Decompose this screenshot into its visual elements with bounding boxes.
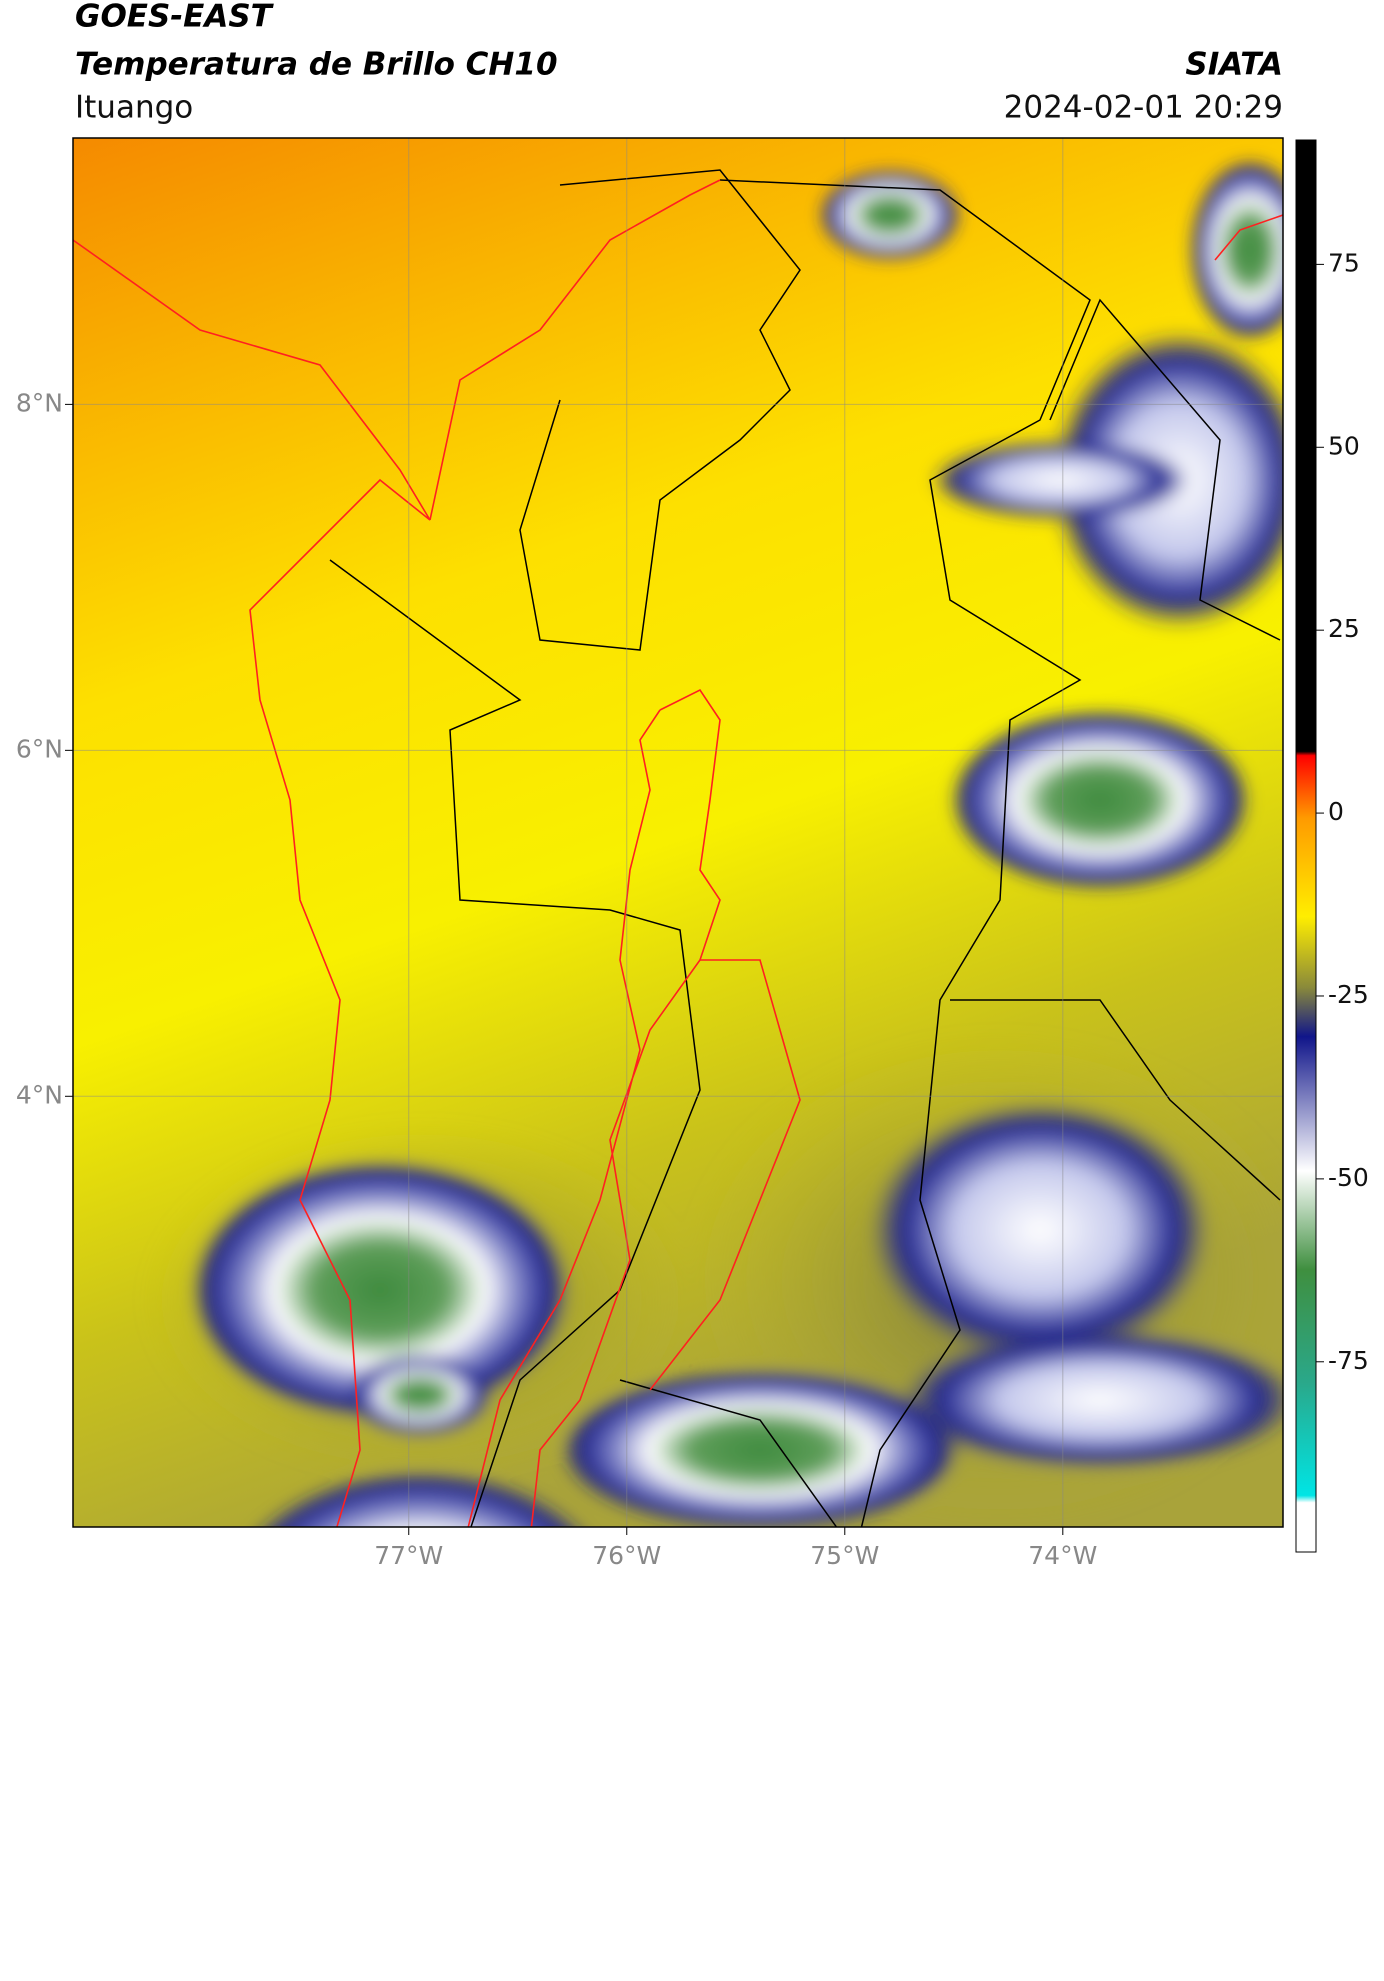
colorbar-tick-label: -75: [1328, 1346, 1369, 1375]
colorbar-tick-label: 0: [1328, 797, 1344, 826]
y-tick-label: 8°N: [16, 388, 63, 417]
timestamp: 2024-02-01 20:29: [1004, 90, 1283, 126]
colorbar-tick-label: 75: [1328, 248, 1360, 277]
x-tick-label: 77°W: [374, 1541, 443, 1570]
title: GOES-EAST: [75, 0, 275, 35]
source: SIATA: [1185, 47, 1283, 83]
subtitle: Temperatura de Brillo CH10: [75, 47, 558, 83]
colorbar-tick-label: -50: [1328, 1163, 1369, 1192]
x-tick-label: 76°W: [592, 1541, 661, 1570]
colorbar-tick-label: -25: [1328, 980, 1369, 1009]
imagery: [73, 138, 1283, 1527]
region: Ituango: [75, 90, 193, 126]
borders: [329, 169, 1281, 1527]
colorbar: [1295, 139, 1317, 1553]
y-tick-label: 4°N: [16, 1080, 63, 1109]
x-tick-label: 74°W: [1028, 1541, 1097, 1570]
grid: [73, 138, 1283, 1527]
colorbar-tick-label: 25: [1328, 614, 1360, 643]
colorbar-tick-label: 50: [1328, 431, 1360, 460]
y-tick-label: 6°N: [16, 734, 63, 763]
clouds: [140, 160, 1283, 1527]
labels: 77°W 76°W 75°W 74°W 8°N 6°N 4°N 75 50 25 0 -25 -50 -7…: [16, 248, 1369, 1570]
x-tick-label: 75°W: [810, 1541, 879, 1570]
map-frame: [72, 137, 1284, 1528]
